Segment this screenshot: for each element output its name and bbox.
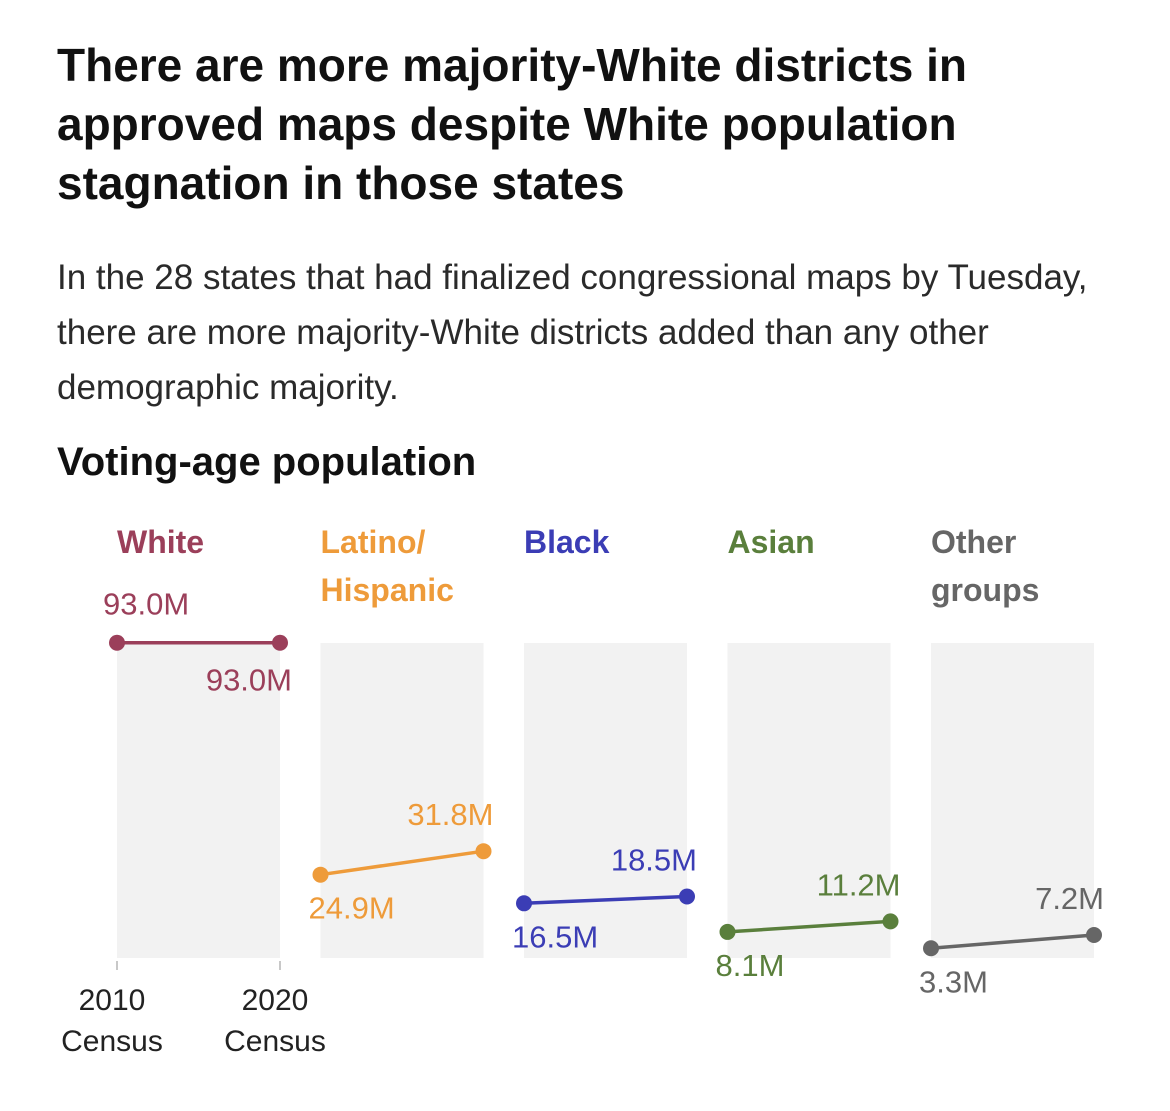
group-label-asian: Asian <box>728 524 815 560</box>
group-label-line: groups <box>931 572 1039 608</box>
series-other-groups: Other groups 3.3M 7.2M <box>919 524 1104 999</box>
value-label-2010-latino-hispanic: 24.9M <box>309 891 395 926</box>
series-asian: Asian 8.1M 11.2M <box>716 524 901 983</box>
x-tick-label-2010: 2010 <box>79 984 146 1017</box>
point-2010-white <box>109 634 125 651</box>
point-2010-black <box>516 895 532 912</box>
series-white: White 93.0M 93.0M <box>103 524 292 958</box>
group-label-other-groups: Other groups <box>931 524 1039 608</box>
group-label-white: White <box>117 524 204 560</box>
point-2010-asian <box>719 923 736 940</box>
group-label-black: Black <box>524 524 610 560</box>
point-2010-latino-hispanic <box>312 866 329 883</box>
x-tick-sublabel-2010: Census <box>61 1025 163 1058</box>
x-tick-label-2020: 2020 <box>242 984 309 1017</box>
panel-latino-hispanic <box>320 643 484 958</box>
chart-heading: Voting-age population <box>57 440 477 484</box>
group-label-line: Other <box>931 524 1016 560</box>
series-latino-hispanic: Latino/Hispanic 24.9M 31.8M <box>309 524 494 958</box>
slope-line-latino-hispanic <box>320 849 484 877</box>
chart-title: There are more majority-White districts … <box>57 39 968 209</box>
value-label-2020-black: 18.5M <box>611 842 697 877</box>
series-black: Black 16.5M 18.5M <box>512 524 697 958</box>
value-label-2010-asian: 8.1M <box>716 948 785 983</box>
group-label-latino-hispanic: Latino/Hispanic <box>321 524 454 608</box>
value-label-2020-white: 93.0M <box>206 663 292 698</box>
slope-line-black <box>523 894 688 906</box>
x-tick-sublabel-2020: Census <box>224 1025 326 1058</box>
group-label-line: Asian <box>728 524 815 560</box>
point-2020-white <box>272 634 288 651</box>
panel-asian <box>727 643 891 958</box>
point-2020-asian <box>882 913 899 930</box>
slope-line-asian <box>727 919 891 934</box>
group-label-line: Hispanic <box>321 572 454 608</box>
group-label-line: Latino/ <box>321 524 426 560</box>
point-2020-other-groups <box>1086 926 1102 943</box>
group-label-line: Black <box>524 524 610 560</box>
point-2020-black <box>679 888 695 905</box>
panel-black <box>524 643 687 958</box>
point-2020-latino-hispanic <box>475 843 492 860</box>
value-label-2010-white: 93.0M <box>103 587 189 622</box>
point-2010-other-groups <box>923 940 939 957</box>
value-label-2020-asian: 11.2M <box>817 867 901 902</box>
group-label-line: White <box>117 524 204 560</box>
value-label-2010-black: 16.5M <box>512 919 598 954</box>
value-label-2020-other-groups: 7.2M <box>1035 881 1104 916</box>
panel-white <box>117 643 280 958</box>
value-label-2010-other-groups: 3.3M <box>919 964 988 999</box>
slope-line-other-groups <box>930 933 1095 951</box>
panel-other-groups <box>931 643 1094 958</box>
chart-subtitle: In the 28 states that had finalized cong… <box>57 258 1088 407</box>
value-label-2020-latino-hispanic: 31.8M <box>407 797 493 832</box>
